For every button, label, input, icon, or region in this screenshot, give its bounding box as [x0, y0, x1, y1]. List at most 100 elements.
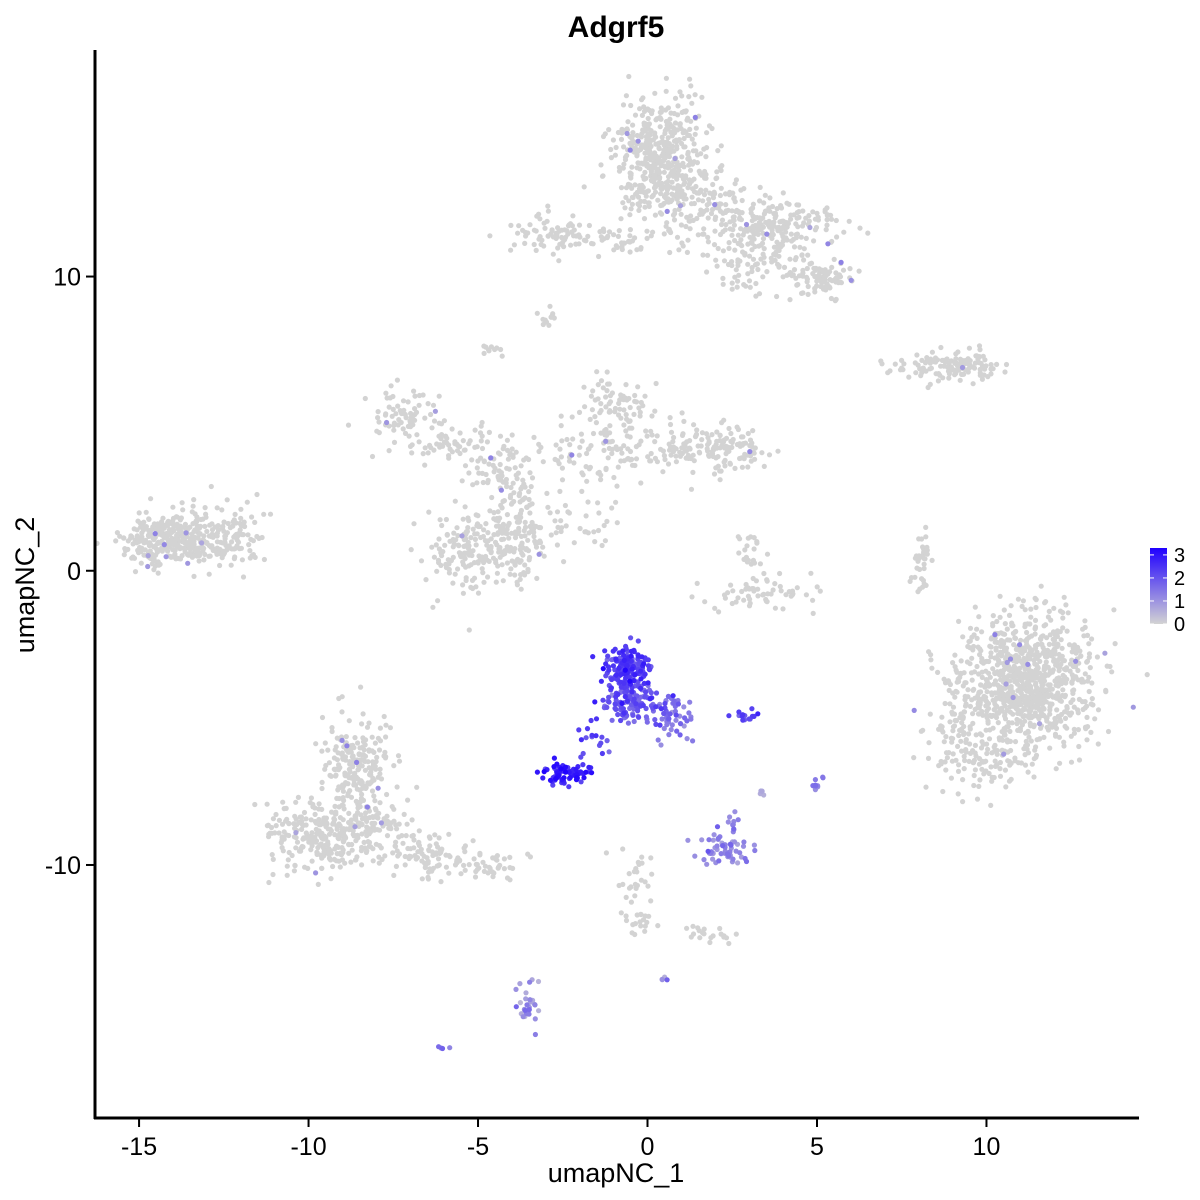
cell-point	[764, 578, 770, 584]
cell-point	[748, 534, 754, 540]
cell-point	[920, 577, 927, 584]
cell-point	[807, 224, 813, 231]
cell-point	[566, 510, 573, 516]
cell-point	[493, 856, 499, 862]
cell-point	[929, 349, 936, 355]
cell-point	[856, 268, 862, 274]
cell-point	[391, 872, 397, 879]
cell-point	[619, 126, 625, 132]
cell-point	[632, 881, 639, 887]
cell-point	[1019, 658, 1025, 664]
cell-point	[366, 826, 372, 832]
cell-point	[592, 414, 598, 420]
cell-point	[644, 228, 650, 234]
cell-point	[529, 475, 536, 481]
cell-point	[635, 638, 641, 644]
cell-point	[485, 574, 491, 580]
cell-point	[986, 736, 993, 742]
cell-point	[977, 777, 983, 783]
cell-point	[352, 735, 358, 741]
cell-point	[621, 710, 627, 716]
cell-point	[335, 835, 341, 841]
cell-point	[638, 911, 644, 918]
cell-point	[990, 725, 996, 731]
cell-point	[461, 862, 467, 869]
cell-point	[950, 728, 956, 734]
cell-point	[701, 857, 707, 863]
cell-point	[710, 856, 716, 862]
cell-point	[667, 228, 673, 234]
cell-point	[561, 559, 567, 565]
cell-point	[632, 392, 638, 399]
cell-point	[646, 151, 653, 157]
cell-point	[562, 764, 569, 770]
cell-point	[286, 821, 292, 827]
cell-point	[371, 777, 377, 783]
cell-point	[997, 737, 1003, 743]
cell-point	[412, 393, 418, 399]
cell-point	[740, 434, 746, 440]
cell-point	[737, 536, 743, 542]
cell-point	[299, 843, 305, 850]
cell-point	[402, 862, 408, 868]
cell-point	[997, 766, 1003, 772]
cell-point	[731, 826, 737, 832]
cell-point	[186, 525, 192, 531]
cell-point	[370, 823, 376, 829]
cell-point	[309, 830, 315, 836]
cell-point	[501, 856, 507, 862]
cell-point	[719, 217, 726, 223]
cell-point	[683, 108, 689, 114]
cell-point	[409, 817, 415, 823]
cell-point	[589, 770, 595, 776]
cell-point	[640, 702, 646, 709]
cell-point	[295, 794, 301, 801]
cell-point	[350, 831, 356, 837]
cell-point	[669, 179, 675, 185]
cell-point	[578, 431, 585, 437]
cell-point	[788, 212, 794, 218]
cell-point	[717, 231, 724, 238]
cell-point	[713, 257, 719, 263]
cell-point	[500, 479, 506, 485]
cell-point	[170, 504, 176, 510]
cell-point	[780, 190, 786, 196]
cell-point	[681, 135, 687, 142]
cell-point	[607, 393, 614, 399]
cell-point	[1008, 603, 1014, 609]
cell-point	[451, 530, 457, 536]
cell-point	[273, 823, 279, 829]
cell-point	[441, 439, 447, 445]
cell-point	[174, 514, 180, 520]
cell-point	[598, 740, 604, 746]
cell-point	[766, 205, 772, 211]
cell-point	[678, 222, 685, 228]
cell-point	[918, 728, 924, 734]
cell-point	[439, 553, 445, 559]
cell-point	[491, 509, 497, 516]
cell-point	[366, 831, 372, 837]
cell-point	[319, 714, 326, 721]
cell-point	[714, 175, 720, 181]
cell-point	[527, 470, 533, 476]
cell-point	[361, 839, 367, 846]
cell-point	[554, 232, 560, 238]
cell-point	[484, 439, 490, 445]
cell-point	[662, 700, 668, 707]
cell-point	[610, 137, 617, 143]
cell-point	[439, 1045, 446, 1052]
cell-point	[959, 361, 965, 367]
cell-point	[341, 826, 347, 832]
cell-point	[391, 427, 397, 433]
cell-point	[333, 809, 339, 815]
cell-point	[1073, 650, 1079, 656]
cell-point	[698, 443, 704, 449]
cell-point	[425, 401, 431, 407]
cell-point	[1001, 667, 1007, 673]
cell-point	[749, 218, 755, 224]
cell-point	[779, 218, 785, 224]
cell-point	[436, 1044, 442, 1050]
cell-point	[369, 453, 376, 460]
cell-point	[1095, 741, 1101, 747]
cell-point	[1031, 713, 1037, 719]
